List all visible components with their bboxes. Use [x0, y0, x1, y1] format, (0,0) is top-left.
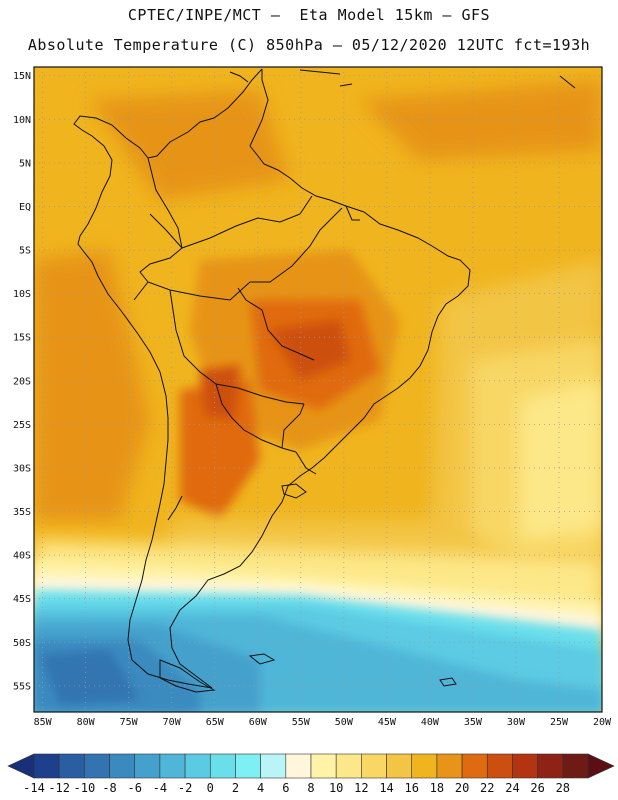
colorbar-swatch — [411, 753, 438, 779]
colorbar-swatch — [562, 753, 589, 779]
lat-label: 55S — [13, 681, 31, 692]
longitude-labels: 85W 80W 75W 70W 65W 60W 55W 50W 45W 40W 35W 30W 25W 2… — [34, 717, 612, 728]
colorbar-swatch — [486, 753, 513, 779]
colorbar-swatch — [109, 753, 136, 779]
lat-label: 25S — [13, 420, 31, 431]
colorbar-label: 18 — [430, 781, 444, 795]
map-frame — [33, 66, 603, 713]
lat-label: 35S — [13, 507, 31, 518]
colorbar-swatch — [260, 753, 287, 779]
colorbar-swatch — [386, 753, 413, 779]
coastline — [73, 68, 576, 693]
colorbar-label: 10 — [329, 781, 343, 795]
temperature-field — [34, 67, 602, 712]
colorbar-label: -4 — [153, 781, 167, 795]
colorbar-swatch — [537, 753, 564, 779]
colorbar-label: 0 — [207, 781, 214, 795]
lon-label: 25W — [550, 717, 569, 728]
colorbar-swatch — [84, 753, 110, 779]
colorbar-swatch — [184, 753, 211, 779]
colorbar-swatch — [461, 753, 488, 779]
colorbar-swatch — [285, 753, 312, 779]
colorbar-label: 12 — [354, 781, 368, 795]
chart-title-line2: Absolute Temperature (C) 850hPa — 05/12/… — [27, 36, 591, 54]
colorbar-label: -10 — [74, 781, 96, 795]
colorbar-label: 4 — [257, 781, 264, 795]
lon-label: 65W — [206, 717, 225, 728]
lat-label: EQ — [19, 202, 31, 213]
lat-label: 45S — [13, 594, 31, 605]
colorbar-label: 6 — [282, 781, 289, 795]
lat-label: 30S — [13, 463, 31, 474]
colorbar-label: 8 — [307, 781, 314, 795]
colorbar-swatch — [512, 753, 538, 779]
colorbar-swatch — [335, 753, 362, 779]
colorbar-swatch — [159, 753, 186, 779]
colorbar-swatch — [361, 753, 387, 779]
colorbar-swatch — [209, 753, 236, 779]
colorbar-label: -6 — [128, 781, 142, 795]
colorbar-swatch — [235, 753, 261, 779]
lon-label: 50W — [335, 717, 354, 728]
lat-label: 15S — [13, 333, 31, 344]
colorbar-label: -2 — [178, 781, 192, 795]
latitude-labels: 15N 10N 5N EQ 5S 10S 15S 20S 25S 30S 35S 40S 45S 50S 5… — [13, 71, 31, 692]
lon-label: 85W — [34, 717, 53, 728]
colorbar-label: -12 — [48, 781, 70, 795]
colorbar-label: 26 — [530, 781, 544, 795]
lon-label: 20W — [593, 717, 612, 728]
chart-title-line1: CPTEC/INPE/MCT — Eta Model 15km — GFS — [127, 6, 491, 24]
lat-label: 5N — [19, 158, 31, 169]
colorbar-label: 16 — [405, 781, 419, 795]
colorbar-label: 24 — [505, 781, 519, 795]
colorbar: -14 -12 -10 -8 -6 -4 -2 0 2 4 6 8 10 12 14 16 18 20 22 24 26… — [7, 753, 615, 795]
colorbar-label: 22 — [480, 781, 494, 795]
colorbar-swatch — [134, 753, 161, 779]
lon-label: 75W — [120, 717, 139, 728]
colorbar-label: 14 — [379, 781, 393, 795]
lat-label: 40S — [13, 551, 31, 562]
lon-label: 45W — [378, 717, 397, 728]
lat-label: 10S — [13, 289, 31, 300]
colorbar-swatch — [436, 753, 463, 779]
colorbar-label: 28 — [556, 781, 570, 795]
colorbar-swatch — [33, 753, 60, 779]
colorbar-over-arrow — [587, 753, 615, 779]
lat-label: 10N — [13, 115, 31, 126]
lat-label: 20S — [13, 376, 31, 387]
lat-label: 5S — [19, 246, 31, 257]
lon-label: 60W — [249, 717, 268, 728]
colorbar-label: 20 — [455, 781, 469, 795]
colorbar-swatch — [310, 753, 337, 779]
colorbar-label: -14 — [23, 781, 45, 795]
lat-label: 50S — [13, 638, 31, 649]
lat-label: 15N — [13, 71, 31, 82]
colorbar-swatch — [58, 753, 85, 779]
colorbar-label: 2 — [232, 781, 239, 795]
colorbar-under-arrow — [7, 753, 35, 779]
lon-label: 70W — [163, 717, 182, 728]
lon-label: 40W — [421, 717, 440, 728]
lon-label: 30W — [507, 717, 526, 728]
lon-label: 55W — [292, 717, 311, 728]
lon-label: 35W — [464, 717, 483, 728]
colorbar-label: -8 — [102, 781, 116, 795]
lon-label: 80W — [77, 717, 96, 728]
